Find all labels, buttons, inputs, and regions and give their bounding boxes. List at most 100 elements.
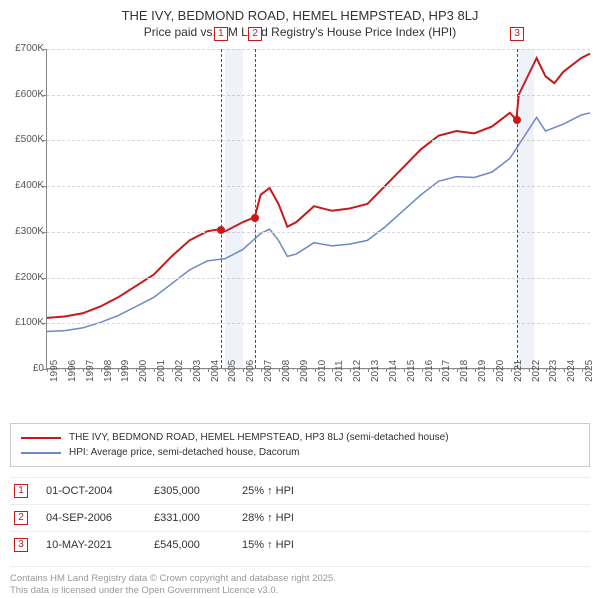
event-date: 04-SEP-2006 <box>46 512 136 524</box>
event-dashline <box>517 49 518 368</box>
event-price: £305,000 <box>154 485 224 497</box>
x-tick <box>368 368 369 372</box>
x-tick <box>172 368 173 372</box>
x-tick <box>582 368 583 372</box>
x-tick <box>404 368 405 372</box>
event-row: 204-SEP-2006£331,00028% ↑ HPI <box>10 504 590 531</box>
x-axis-label: 2000 <box>138 360 149 382</box>
x-axis-label: 2007 <box>263 360 274 382</box>
x-tick <box>208 368 209 372</box>
event-number-icon: 1 <box>14 484 28 498</box>
x-tick <box>47 368 48 372</box>
event-marker-box: 1 <box>214 27 228 41</box>
x-axis-label: 1999 <box>120 360 131 382</box>
footer-line2: This data is licensed under the Open Gov… <box>10 585 590 597</box>
y-axis-label: £600K <box>6 89 44 100</box>
gridline <box>47 278 590 279</box>
x-axis-label: 2005 <box>227 360 238 382</box>
x-tick <box>279 368 280 372</box>
event-row: 101-OCT-2004£305,00025% ↑ HPI <box>10 477 590 504</box>
x-axis-label: 2019 <box>477 360 488 382</box>
x-tick <box>493 368 494 372</box>
gridline <box>47 49 590 50</box>
legend-label: THE IVY, BEDMOND ROAD, HEMEL HEMPSTEAD, … <box>69 432 449 443</box>
y-axis-label: £700K <box>6 43 44 54</box>
event-date: 01-OCT-2004 <box>46 485 136 497</box>
events-table: 101-OCT-2004£305,00025% ↑ HPI204-SEP-200… <box>10 477 590 558</box>
x-axis-label: 2020 <box>495 360 506 382</box>
x-tick <box>386 368 387 372</box>
x-axis-label: 2006 <box>245 360 256 382</box>
x-axis-label: 2009 <box>299 360 310 382</box>
x-axis-label: 2022 <box>531 360 542 382</box>
x-axis-label: 1997 <box>85 360 96 382</box>
event-delta: 15% ↑ HPI <box>242 539 294 551</box>
x-axis-label: 2025 <box>584 360 595 382</box>
x-tick <box>101 368 102 372</box>
x-axis-label: 2008 <box>281 360 292 382</box>
x-axis-label: 2024 <box>566 360 577 382</box>
x-tick <box>83 368 84 372</box>
y-axis-label: £300K <box>6 226 44 237</box>
event-price: £545,000 <box>154 539 224 551</box>
y-axis-label: £100K <box>6 317 44 328</box>
x-axis-label: 2015 <box>406 360 417 382</box>
event-dashline <box>255 49 256 368</box>
legend-label: HPI: Average price, semi-detached house,… <box>69 447 300 458</box>
event-point-icon <box>513 116 521 124</box>
legend-row: THE IVY, BEDMOND ROAD, HEMEL HEMPSTEAD, … <box>21 430 579 445</box>
x-tick <box>315 368 316 372</box>
x-tick <box>297 368 298 372</box>
gridline <box>47 95 590 96</box>
chart-title: THE IVY, BEDMOND ROAD, HEMEL HEMPSTEAD, … <box>10 8 590 23</box>
legend: THE IVY, BEDMOND ROAD, HEMEL HEMPSTEAD, … <box>10 423 590 467</box>
x-axis-label: 2012 <box>352 360 363 382</box>
x-axis-label: 1996 <box>67 360 78 382</box>
event-marker-box: 3 <box>510 27 524 41</box>
legend-swatch-icon <box>21 452 61 454</box>
chart-container: THE IVY, BEDMOND ROAD, HEMEL HEMPSTEAD, … <box>0 0 600 590</box>
x-axis-label: 2016 <box>424 360 435 382</box>
x-axis-label: 1995 <box>49 360 60 382</box>
series-hpi <box>47 113 590 332</box>
x-axis-label: 2017 <box>441 360 452 382</box>
gridline <box>47 140 590 141</box>
x-tick <box>422 368 423 372</box>
shade-band <box>518 49 534 368</box>
event-dashline <box>221 49 222 368</box>
x-axis-label: 2010 <box>317 360 328 382</box>
x-tick <box>511 368 512 372</box>
x-axis-label: 2004 <box>210 360 221 382</box>
x-tick <box>529 368 530 372</box>
x-axis-label: 2018 <box>459 360 470 382</box>
x-tick <box>261 368 262 372</box>
y-axis-label: £400K <box>6 180 44 191</box>
x-axis-label: 2013 <box>370 360 381 382</box>
event-number-icon: 3 <box>14 538 28 552</box>
gridline <box>47 323 590 324</box>
event-delta: 28% ↑ HPI <box>242 512 294 524</box>
x-axis-label: 2014 <box>388 360 399 382</box>
legend-row: HPI: Average price, semi-detached house,… <box>21 445 579 460</box>
shade-band <box>225 49 243 368</box>
y-axis-label: £500K <box>6 134 44 145</box>
legend-swatch-icon <box>21 437 61 439</box>
x-axis-label: 1998 <box>103 360 114 382</box>
x-axis-label: 2002 <box>174 360 185 382</box>
y-axis-label: £200K <box>6 272 44 283</box>
gridline <box>47 186 590 187</box>
event-date: 10-MAY-2021 <box>46 539 136 551</box>
event-number-icon: 2 <box>14 511 28 525</box>
x-axis-label: 2001 <box>156 360 167 382</box>
y-axis-label: £0 <box>6 363 44 374</box>
plot-region: 123 <box>46 49 590 369</box>
event-point-icon <box>251 214 259 222</box>
footer-line1: Contains HM Land Registry data © Crown c… <box>10 573 590 585</box>
footer: Contains HM Land Registry data © Crown c… <box>10 566 590 598</box>
x-tick <box>154 368 155 372</box>
gridline <box>47 232 590 233</box>
chart-svg <box>47 49 590 368</box>
x-tick <box>475 368 476 372</box>
chart-area: 123 £0£100K£200K£300K£400K£500K£600K£700… <box>10 49 590 389</box>
x-tick <box>190 368 191 372</box>
